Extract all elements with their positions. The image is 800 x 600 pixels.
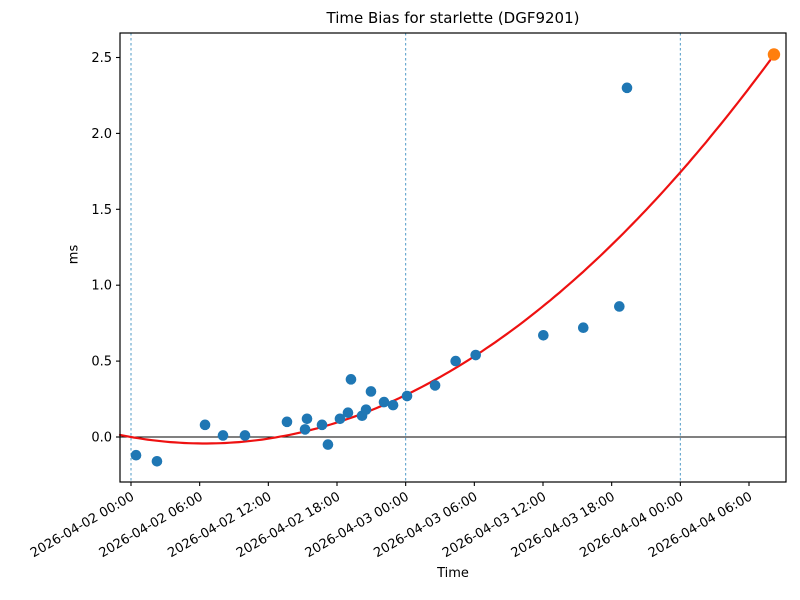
data-point [365, 386, 377, 397]
data-point [538, 329, 549, 341]
data-point [239, 430, 251, 441]
data-point [342, 407, 354, 419]
predicted-data-point [767, 48, 781, 61]
y-tick-label: 1.5 [91, 203, 112, 218]
y-tick-label: 1.0 [91, 279, 112, 294]
chart-title: Time Bias for starlette (DGF9201) [326, 9, 580, 27]
y-tick-label: 2.0 [91, 127, 112, 142]
data-point [470, 349, 482, 361]
axes-frame [119, 32, 787, 483]
data-point [378, 396, 390, 408]
data-point [401, 390, 413, 402]
fit-curve [118, 59, 772, 445]
data-point [281, 416, 293, 428]
data-point [199, 419, 211, 431]
data-point [577, 322, 589, 334]
data-point [217, 430, 229, 441]
data-point [130, 449, 142, 461]
data-point [316, 419, 328, 431]
data-point [299, 424, 311, 435]
data-point [429, 380, 441, 391]
data-point [360, 404, 372, 415]
data-point [301, 413, 313, 425]
y-tick-label: 2.5 [91, 51, 112, 66]
y-tick-label: 0.5 [91, 355, 112, 370]
data-point [151, 455, 163, 467]
data-point [621, 82, 633, 94]
data-point [334, 413, 346, 425]
data-point [345, 374, 357, 385]
data-point [387, 399, 399, 411]
data-point [450, 355, 461, 367]
y-tick-label: 0.0 [91, 431, 112, 446]
data-point [322, 439, 334, 450]
data-point [614, 301, 625, 312]
x-axis-label: Time [437, 566, 469, 581]
